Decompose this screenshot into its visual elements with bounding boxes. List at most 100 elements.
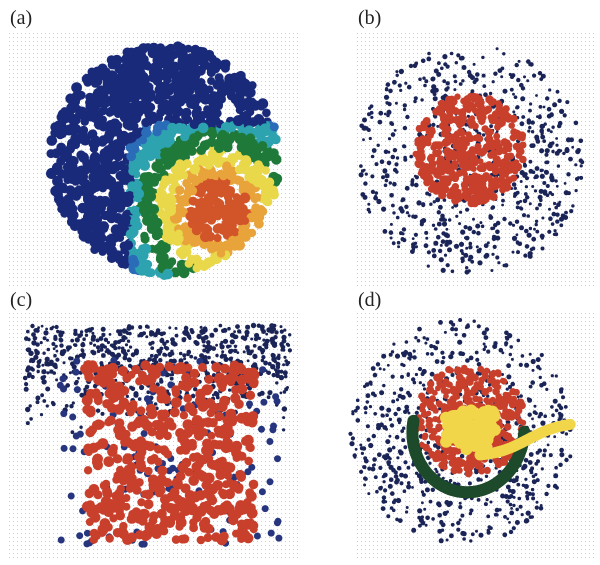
particle <box>267 478 274 485</box>
particle <box>363 484 366 487</box>
particle <box>150 346 154 350</box>
particle <box>207 432 215 440</box>
particle <box>445 233 450 238</box>
particle <box>121 349 126 354</box>
particle <box>288 333 291 336</box>
particle <box>456 122 463 129</box>
particle <box>55 378 58 381</box>
particle <box>500 75 503 78</box>
particle <box>480 478 483 481</box>
particle <box>499 348 504 353</box>
particle <box>100 343 105 348</box>
particle <box>550 130 553 133</box>
particle <box>444 179 452 187</box>
particle <box>68 345 72 349</box>
particle <box>42 399 46 403</box>
particle <box>471 166 477 172</box>
particle <box>127 357 132 362</box>
particle <box>431 517 435 521</box>
particle <box>130 104 139 113</box>
particle <box>510 88 514 92</box>
particle <box>33 355 38 360</box>
particle <box>56 330 59 333</box>
particle <box>205 62 214 71</box>
particle <box>254 533 261 540</box>
particle <box>153 173 161 181</box>
particle <box>60 350 64 354</box>
particle <box>119 398 129 408</box>
particle <box>222 161 231 170</box>
particle <box>386 408 391 413</box>
particle <box>391 350 394 353</box>
particle <box>228 349 233 354</box>
particle <box>371 467 376 472</box>
particle <box>575 177 579 181</box>
particle <box>434 88 439 93</box>
particle <box>172 359 177 364</box>
particle <box>519 200 522 203</box>
particle <box>215 354 218 357</box>
particle <box>129 386 133 390</box>
particle <box>502 105 509 112</box>
particle <box>41 379 46 384</box>
particle <box>73 343 76 346</box>
particle <box>130 217 140 227</box>
particle <box>425 192 429 196</box>
particle <box>168 95 176 103</box>
particle <box>514 187 517 190</box>
particle <box>531 237 536 242</box>
particle <box>127 324 131 328</box>
particle <box>175 334 179 338</box>
particle <box>142 61 151 70</box>
particle <box>140 172 151 183</box>
particle <box>112 55 123 66</box>
particle <box>420 219 425 224</box>
particle <box>104 181 113 190</box>
particle <box>40 393 44 397</box>
particle <box>405 115 409 119</box>
particle <box>222 212 232 222</box>
particle <box>224 77 234 87</box>
particle <box>443 148 449 154</box>
particle <box>106 416 116 426</box>
particle <box>241 335 245 339</box>
particle <box>190 378 200 388</box>
particle <box>121 133 130 142</box>
particle <box>94 228 105 239</box>
particle <box>242 86 252 96</box>
particle <box>367 203 370 206</box>
particle <box>432 416 438 422</box>
particle <box>453 74 457 78</box>
particle <box>264 198 273 207</box>
particle <box>387 447 392 452</box>
particle <box>510 507 513 510</box>
particle <box>446 81 450 85</box>
particle <box>185 79 195 89</box>
particle <box>52 371 56 375</box>
particle <box>460 115 466 121</box>
particle <box>425 237 428 240</box>
particle <box>92 531 101 540</box>
particle <box>141 128 151 138</box>
particle <box>118 346 121 349</box>
particle <box>145 335 148 338</box>
particle <box>482 133 485 136</box>
particle <box>437 210 441 214</box>
particle <box>72 141 80 149</box>
particle <box>490 269 493 272</box>
particle <box>116 425 126 435</box>
particle <box>133 418 143 428</box>
particle <box>153 357 157 361</box>
particle <box>90 204 101 215</box>
particle <box>401 396 404 399</box>
particle <box>566 172 570 176</box>
particle <box>523 254 527 258</box>
particle <box>103 489 113 499</box>
particle <box>501 378 508 385</box>
particle <box>395 354 400 359</box>
particle <box>414 96 418 100</box>
particle <box>495 393 502 400</box>
particle <box>465 358 470 363</box>
particle <box>100 518 111 529</box>
particle <box>35 396 40 401</box>
